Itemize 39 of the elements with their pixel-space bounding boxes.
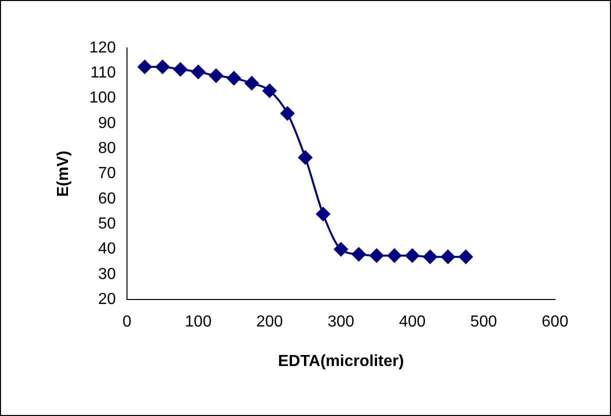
point bbox=[280, 106, 294, 120]
point bbox=[138, 60, 152, 74]
y-axis-title: E(mV) bbox=[55, 150, 72, 197]
point bbox=[405, 248, 420, 263]
x-tick-label: 400 bbox=[398, 314, 426, 331]
x-tick-label: 0 bbox=[122, 314, 132, 331]
point bbox=[226, 71, 241, 86]
point bbox=[387, 248, 402, 263]
point bbox=[440, 250, 455, 264]
point bbox=[209, 68, 224, 83]
y-tick-label: 90 bbox=[98, 114, 116, 132]
x-tick-label: 500 bbox=[470, 314, 498, 331]
point bbox=[458, 250, 473, 264]
point bbox=[173, 62, 188, 76]
point bbox=[316, 207, 330, 222]
x-axis-title: EDTA(microliter) bbox=[278, 352, 404, 370]
point bbox=[191, 64, 206, 79]
x-tick-label: 200 bbox=[256, 314, 284, 331]
y-tick-label: 50 bbox=[98, 216, 116, 233]
x-tick-label: 300 bbox=[328, 314, 354, 331]
point bbox=[423, 250, 438, 264]
point bbox=[298, 150, 312, 164]
point bbox=[370, 248, 384, 263]
point bbox=[156, 60, 170, 74]
point bbox=[334, 242, 348, 256]
point bbox=[262, 84, 277, 98]
y-tick-label: 60 bbox=[98, 190, 116, 208]
x-tick-label: 600 bbox=[542, 314, 568, 331]
y-tick-label: 70 bbox=[98, 165, 116, 182]
point bbox=[244, 76, 259, 90]
y-tick-label: 20 bbox=[98, 291, 116, 308]
y-tick-label: 110 bbox=[90, 64, 116, 82]
y-tick-label: 120 bbox=[89, 39, 116, 56]
y-tick-label: 30 bbox=[98, 266, 116, 283]
y-tick-label: 100 bbox=[89, 90, 116, 107]
y-tick-label: 40 bbox=[98, 240, 116, 258]
point bbox=[352, 247, 366, 262]
y-tick-label: 80 bbox=[98, 140, 116, 158]
x-tick-label: 100 bbox=[184, 314, 212, 331]
